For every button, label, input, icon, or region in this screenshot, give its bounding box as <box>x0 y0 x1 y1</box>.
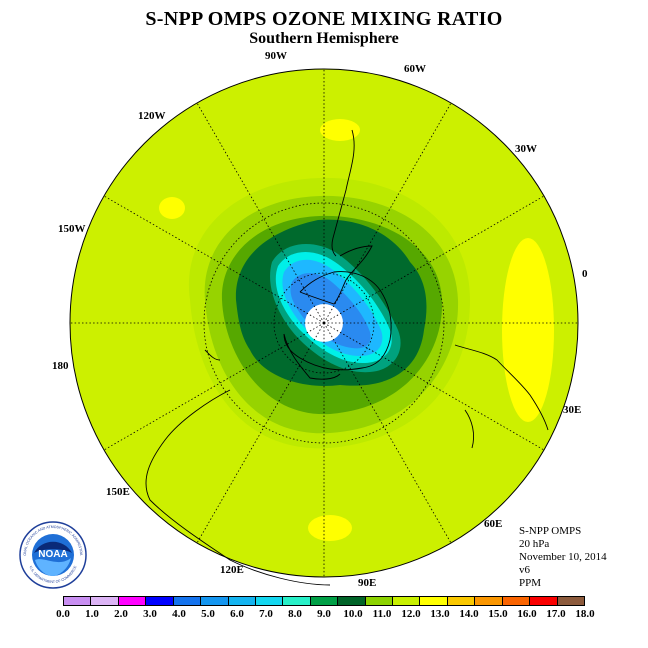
legend-swatch <box>283 597 311 605</box>
lon-label-150w: 150W <box>58 223 86 235</box>
meridian-150e <box>103 322 325 451</box>
coastline-south-america <box>331 129 355 257</box>
latitude-circle-pole <box>273 272 375 374</box>
info-instrument: S-NPP OMPS <box>519 525 582 537</box>
legend-tick-label: 16.0 <box>517 608 537 620</box>
legend-swatch <box>447 597 476 605</box>
coastline-ross-sea <box>283 333 341 380</box>
noaa-logo: NOAA NATIONAL OCEANIC AND ATMOSPHERIC AD… <box>18 520 87 589</box>
legend-swatch <box>475 597 503 605</box>
coastline-australia <box>145 389 331 586</box>
legend-tick-label: 0.0 <box>56 608 70 620</box>
legend-swatch <box>146 597 174 605</box>
info-date: November 10, 2014 <box>519 551 607 563</box>
coastline-madagascar <box>464 409 475 449</box>
lon-label-150e: 150E <box>106 486 130 498</box>
logo-text: NOAA <box>38 549 67 560</box>
meridian-60e <box>323 322 452 544</box>
legend-swatch <box>228 597 256 605</box>
lon-label-120e: 120E <box>220 564 244 576</box>
meridian-120e <box>196 322 325 544</box>
lon-label-90e: 90E <box>358 577 377 589</box>
lon-label-60w: 60W <box>404 63 426 75</box>
legend-tick-label: 1.0 <box>85 608 99 620</box>
yellow-patch-west <box>159 197 185 219</box>
ozone-field <box>70 69 578 577</box>
lon-label-30w: 30W <box>515 143 537 155</box>
legend-tick-label: 7.0 <box>259 608 273 620</box>
legend-swatch <box>530 597 558 605</box>
meridian-150w <box>103 195 325 324</box>
legend-tick-label: 4.0 <box>172 608 186 620</box>
info-block: S-NPP OMPS 20 hPa November 10, 2014 v6 P… <box>519 525 607 590</box>
info-level: 20 hPa <box>519 538 550 550</box>
legend-tick-label: 14.0 <box>459 608 479 620</box>
meridian-60w <box>323 102 452 324</box>
legend-swatch <box>201 597 229 605</box>
lon-label-120w: 120W <box>138 110 166 122</box>
coastline-new-zealand <box>204 349 221 361</box>
legend-tick-label: 5.0 <box>201 608 215 620</box>
legend-swatch <box>118 597 147 605</box>
legend-swatch <box>255 597 284 605</box>
page-subtitle: Southern Hemisphere <box>249 30 399 47</box>
yellow-patch-east <box>502 238 554 422</box>
legend-swatch <box>338 597 366 605</box>
legend-tick-label: 17.0 <box>546 608 566 620</box>
info-units: PPM <box>519 577 542 589</box>
lon-label-90w: 90W <box>265 50 287 62</box>
legend-tick-label: 13.0 <box>430 608 450 620</box>
meridian-30w <box>323 195 545 324</box>
legend-swatch <box>420 597 448 605</box>
legend-swatch <box>393 597 421 605</box>
legend-swatch <box>502 597 531 605</box>
legend-tick-label: 8.0 <box>288 608 302 620</box>
legend-swatch <box>365 597 394 605</box>
legend-swatch <box>91 597 119 605</box>
lon-label-30e: 30E <box>563 404 582 416</box>
legend-swatch <box>173 597 202 605</box>
coastlines <box>145 129 549 586</box>
legend-tick-label: 15.0 <box>488 608 508 620</box>
map-border <box>69 68 579 578</box>
legend-tick-label: 2.0 <box>114 608 128 620</box>
legend-ticks: 0.0 1.0 2.0 3.0 4.0 5.0 6.0 7.0 8.0 9.0 10.0 11.0 12… <box>0 608 648 622</box>
legend-tick-label: 3.0 <box>143 608 157 620</box>
coastline-antarctica-east <box>283 271 392 371</box>
logo-wave <box>35 558 71 576</box>
legend-tick-label: 11.0 <box>372 608 392 620</box>
latitude-circle-inner <box>203 202 445 444</box>
legend-tick-label: 6.0 <box>230 608 244 620</box>
legend-tick-label: 9.0 <box>317 608 331 620</box>
legend-swatch <box>64 597 92 605</box>
legend-tick-label: 18.0 <box>575 608 595 620</box>
lon-label-180: 180 <box>52 360 69 372</box>
info-version: v6 <box>519 564 530 576</box>
legend-tick-label: 12.0 <box>401 608 421 620</box>
graticule <box>70 69 578 577</box>
lon-label-0: 0 <box>582 268 588 280</box>
legend-swatch <box>310 597 339 605</box>
meridian-30e <box>323 322 545 451</box>
meridian-120w <box>196 102 325 324</box>
legend-colorbar <box>63 596 585 606</box>
yellow-patch-south <box>308 515 352 541</box>
yellow-patch-north <box>320 119 360 141</box>
legend-swatch <box>557 597 585 605</box>
logo-sky <box>34 541 72 553</box>
page-title: S-NPP OMPS OZONE MIXING RATIO <box>145 8 503 30</box>
coastline-africa <box>454 344 549 431</box>
lon-label-60e: 60E <box>484 518 503 530</box>
legend-tick-label: 10.0 <box>343 608 363 620</box>
coastline-antarctic-peninsula <box>299 245 373 305</box>
